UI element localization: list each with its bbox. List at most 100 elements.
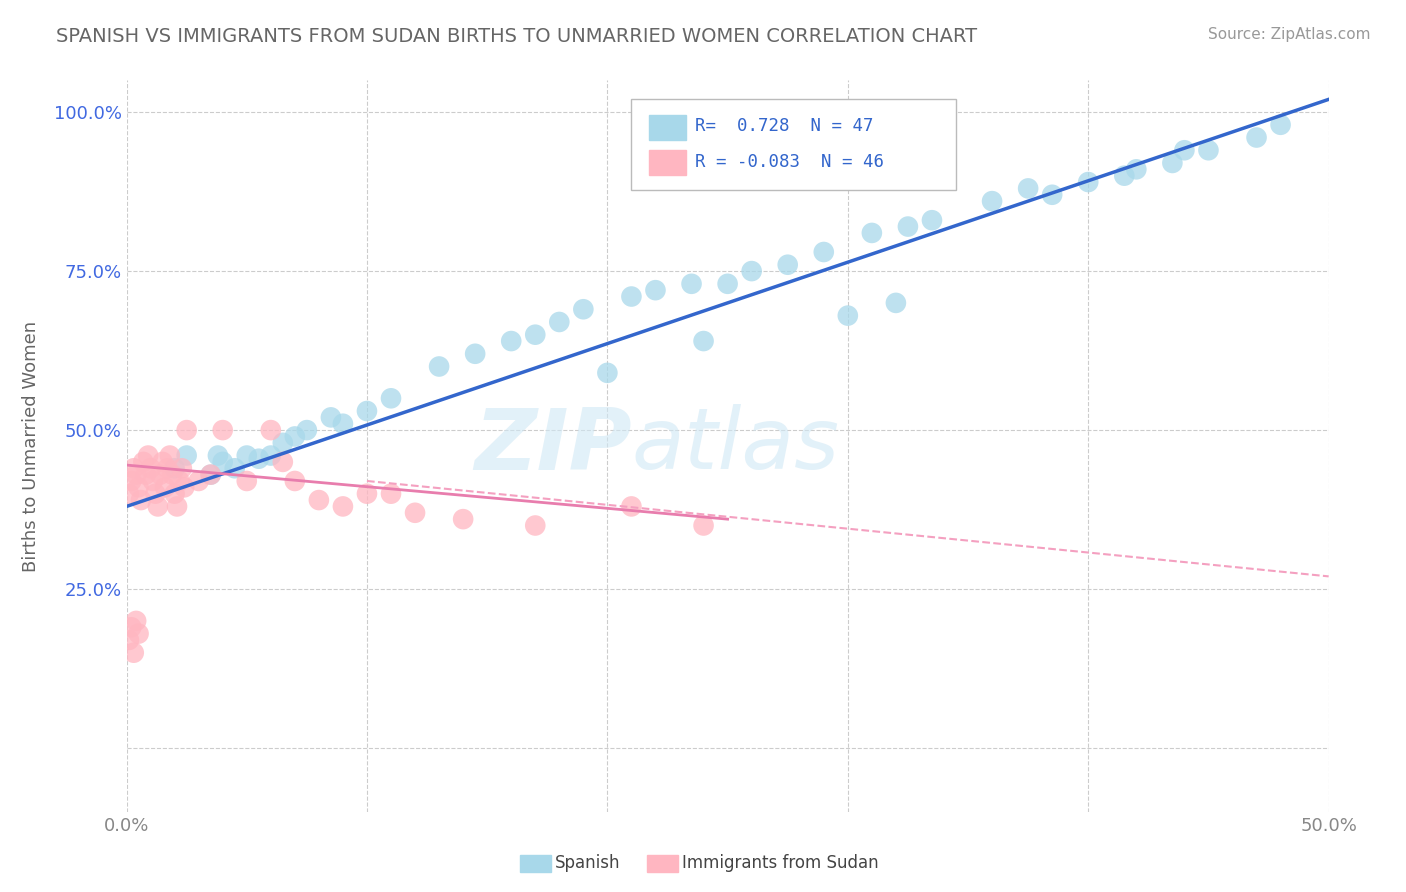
Point xyxy=(176,423,198,437)
Point xyxy=(596,366,619,380)
Point xyxy=(1270,118,1292,132)
Point xyxy=(173,480,195,494)
Point xyxy=(118,486,141,500)
Text: Immigrants from Sudan: Immigrants from Sudan xyxy=(682,855,879,872)
Point xyxy=(741,264,763,278)
Point xyxy=(1114,169,1136,183)
Point xyxy=(271,455,294,469)
Point xyxy=(644,283,666,297)
Point xyxy=(884,296,907,310)
Text: ZIP: ZIP xyxy=(474,404,631,488)
Point xyxy=(129,493,152,508)
Point xyxy=(260,423,283,437)
Point xyxy=(837,309,859,323)
Point xyxy=(776,258,799,272)
Point xyxy=(548,315,571,329)
Point xyxy=(118,632,141,647)
Bar xyxy=(650,150,686,176)
Point xyxy=(122,646,145,660)
Point xyxy=(260,449,283,463)
Point xyxy=(319,410,342,425)
Point xyxy=(235,474,259,488)
Point xyxy=(200,467,222,482)
Point xyxy=(692,518,714,533)
Point xyxy=(128,480,150,494)
Point xyxy=(1017,181,1039,195)
Point xyxy=(132,455,155,469)
Point xyxy=(681,277,703,291)
Point xyxy=(572,302,595,317)
Point xyxy=(145,486,167,500)
Point xyxy=(332,500,354,514)
Text: R = -0.083  N = 46: R = -0.083 N = 46 xyxy=(695,153,884,171)
Point xyxy=(224,461,246,475)
Point xyxy=(332,417,354,431)
Point xyxy=(1040,187,1063,202)
Point xyxy=(163,486,186,500)
Point xyxy=(211,423,233,437)
Point xyxy=(142,474,165,488)
Text: Source: ZipAtlas.com: Source: ZipAtlas.com xyxy=(1208,27,1371,42)
Point xyxy=(200,467,222,482)
Point xyxy=(1197,143,1219,157)
Point xyxy=(308,493,330,508)
Point xyxy=(620,500,643,514)
Point xyxy=(981,194,1004,208)
Point xyxy=(380,392,402,406)
Point xyxy=(187,474,209,488)
Point xyxy=(524,518,547,533)
Point xyxy=(284,429,307,443)
Point xyxy=(128,626,150,640)
Point xyxy=(284,474,307,488)
Point xyxy=(524,327,547,342)
Point xyxy=(356,404,378,418)
Point xyxy=(176,449,198,463)
Point xyxy=(207,449,229,463)
Point xyxy=(692,334,714,348)
Point xyxy=(427,359,450,374)
Point xyxy=(1077,175,1099,189)
Point xyxy=(120,620,142,634)
Point xyxy=(464,347,486,361)
Point xyxy=(1161,156,1184,170)
Point xyxy=(149,467,172,482)
Point xyxy=(146,500,169,514)
Point xyxy=(159,449,181,463)
Y-axis label: Births to Unmarried Women: Births to Unmarried Women xyxy=(21,320,39,572)
Text: Spanish: Spanish xyxy=(555,855,621,872)
Point xyxy=(295,423,318,437)
Text: R=  0.728  N = 47: R= 0.728 N = 47 xyxy=(695,118,873,136)
Point xyxy=(897,219,920,234)
Point xyxy=(135,467,157,482)
Point xyxy=(620,289,643,303)
Text: atlas: atlas xyxy=(631,404,839,488)
Point xyxy=(716,277,740,291)
Point xyxy=(860,226,883,240)
Point xyxy=(120,474,142,488)
Point xyxy=(136,449,159,463)
Point xyxy=(153,480,176,494)
Point xyxy=(501,334,523,348)
Point xyxy=(125,614,148,628)
Text: SPANISH VS IMMIGRANTS FROM SUDAN BIRTHS TO UNMARRIED WOMEN CORRELATION CHART: SPANISH VS IMMIGRANTS FROM SUDAN BIRTHS … xyxy=(56,27,977,45)
Point xyxy=(404,506,426,520)
Point xyxy=(166,500,188,514)
Point xyxy=(356,486,378,500)
Point xyxy=(235,449,259,463)
Point xyxy=(211,455,233,469)
Point xyxy=(122,461,145,475)
Point xyxy=(1173,143,1195,157)
Point xyxy=(451,512,474,526)
Point xyxy=(139,461,162,475)
Point xyxy=(156,461,179,475)
FancyBboxPatch shape xyxy=(631,99,956,190)
Point xyxy=(247,451,270,466)
Point xyxy=(921,213,943,227)
Point xyxy=(125,467,148,482)
Point xyxy=(1246,130,1268,145)
Point xyxy=(170,461,193,475)
Point xyxy=(163,461,186,475)
Point xyxy=(152,455,174,469)
Point xyxy=(1125,162,1147,177)
Point xyxy=(160,467,183,482)
